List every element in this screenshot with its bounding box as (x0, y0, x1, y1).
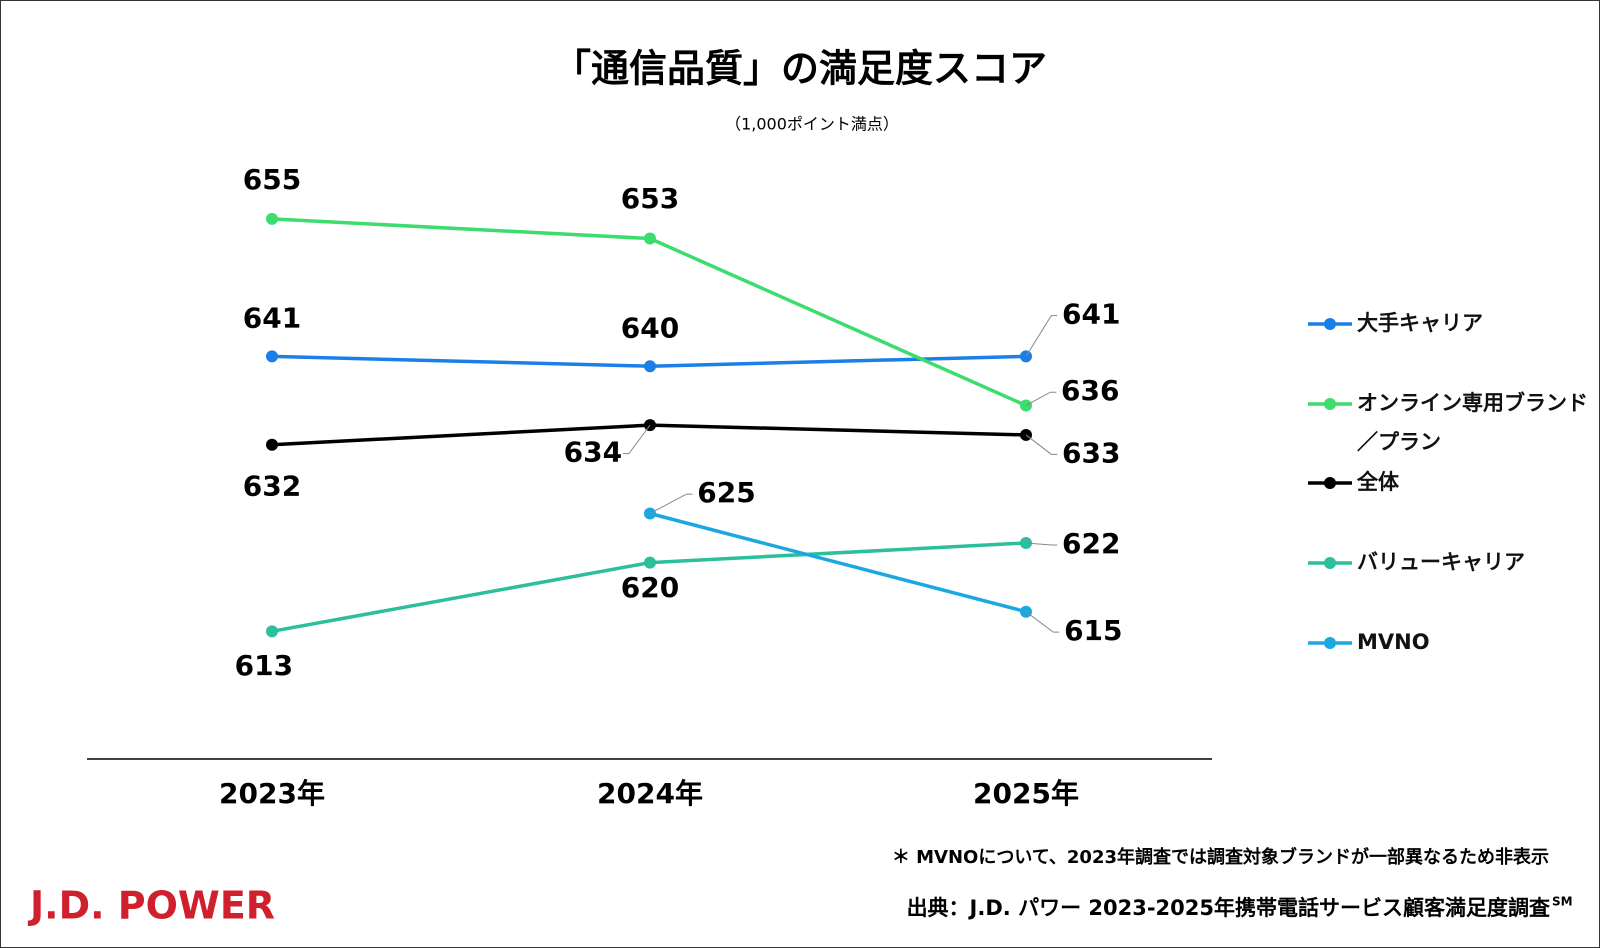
data-label: 640 (621, 311, 679, 344)
leader-line (622, 424, 651, 455)
data-label: 641 (243, 302, 301, 335)
legend-label: 大手キャリア (1357, 311, 1483, 335)
chart-subtitle: （1,000ポイント満点） (725, 115, 899, 134)
leader-line (1025, 542, 1058, 546)
data-label: 636 (1061, 374, 1119, 407)
series-line (649, 511, 1027, 614)
data-label: 634 (564, 436, 622, 469)
leader-line (1025, 611, 1060, 633)
data-point (644, 556, 656, 569)
legend-marker (1324, 477, 1336, 489)
data-point (644, 232, 656, 245)
data-point (266, 212, 278, 225)
chart-title: 「通信品質」の満足度スコア (553, 47, 1047, 91)
footnote: ＊ MVNOについて、2023年調査では調査対象ブランドが一部異なるため非表示 (892, 846, 1549, 868)
leader-line (1025, 391, 1057, 406)
data-label: 641 (1062, 298, 1120, 331)
logo: J.D. POWER (27, 884, 275, 928)
x-tick-label: 2023年 (219, 777, 325, 810)
legend-marker (1324, 637, 1336, 649)
legend-label: バリューキャリア (1357, 550, 1525, 574)
source-mark: SM (1552, 895, 1573, 909)
data-point (266, 625, 278, 638)
leader-line (1025, 434, 1058, 455)
legend-marker (1324, 398, 1336, 410)
data-point (644, 360, 656, 373)
data-label: 622 (1062, 527, 1120, 560)
source: 出典：J.D. パワー 2023-2025年携帯電話サービス顧客満足度調査 (907, 896, 1550, 920)
legend-marker (1324, 557, 1336, 569)
data-label: 613 (235, 649, 293, 682)
data-label: 655 (243, 163, 301, 196)
legend-label: オンライン専用ブランド／プラン (1357, 391, 1588, 454)
data-label: 653 (621, 182, 679, 215)
data-label: 620 (621, 571, 679, 604)
x-tick-label: 2025年 (973, 777, 1079, 810)
data-point (266, 438, 278, 451)
legend-label: MVNO (1357, 630, 1430, 654)
legend-label: 全体 (1357, 470, 1399, 494)
x-tick-label: 2024年 (597, 777, 703, 810)
data-label: 615 (1064, 614, 1122, 647)
leader-line (649, 493, 693, 514)
leader-line (1025, 315, 1058, 357)
data-point (266, 350, 278, 363)
data-label: 632 (243, 470, 301, 503)
data-label: 625 (697, 476, 755, 509)
data-label: 633 (1062, 436, 1120, 469)
legend-marker (1324, 318, 1336, 330)
